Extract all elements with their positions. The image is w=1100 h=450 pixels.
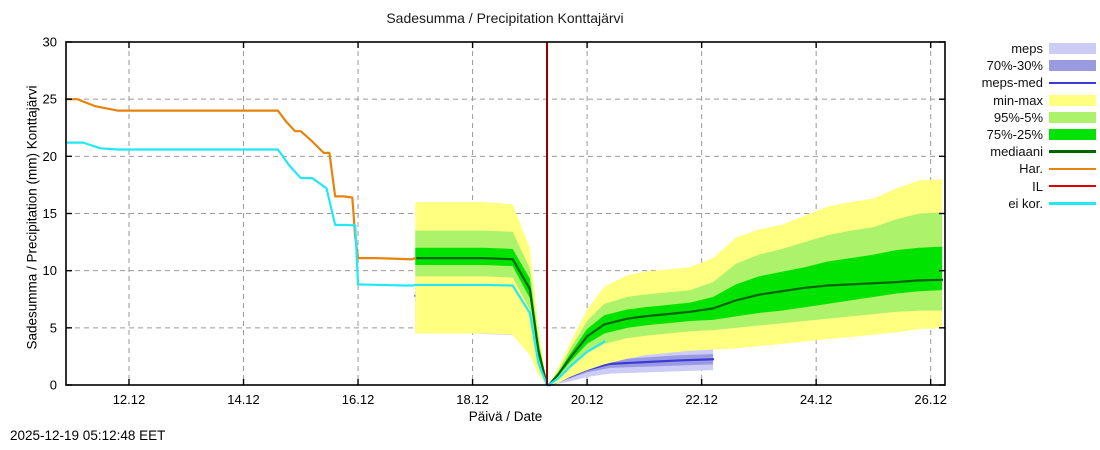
legend-item: meps-med: [960, 74, 1096, 91]
svg-text:14.12: 14.12: [227, 392, 260, 407]
svg-text:25: 25: [43, 92, 57, 107]
legend-item: IL: [960, 178, 1096, 195]
legend-item-label: Har.: [1019, 161, 1043, 177]
legend-item: Har.: [960, 160, 1096, 177]
svg-text:30: 30: [43, 35, 57, 50]
legend-item-label: 75%-25%: [986, 127, 1043, 143]
svg-text:24.12: 24.12: [800, 392, 833, 407]
legend-swatch-band: [1049, 59, 1096, 72]
legend-swatch-line: [1049, 180, 1096, 193]
legend-swatch-band: [1049, 128, 1096, 141]
legend-item-label: 70%-30%: [986, 58, 1043, 74]
legend-item-label: ei kor.: [1008, 195, 1043, 211]
timestamp-label: 2025-12-19 05:12:48 EET: [10, 428, 166, 443]
svg-text:0: 0: [50, 378, 57, 393]
x-axis-label: Päivä / Date: [468, 409, 543, 424]
legend-item: meps: [960, 40, 1096, 57]
svg-text:10: 10: [43, 263, 57, 278]
legend-item: ei kor.: [960, 195, 1096, 212]
svg-text:26.12: 26.12: [914, 392, 947, 407]
legend-swatch-line: [1049, 76, 1096, 89]
legend-swatch-band: [1049, 42, 1096, 55]
svg-text:12.12: 12.12: [113, 392, 146, 407]
legend-item-label: 95%-5%: [993, 109, 1043, 125]
plot-bands-and-lines: 0 5 10 15 20 25 30 12.12 14.12 16.12 18.12 20.12 22.…: [43, 35, 947, 408]
legend-item-label: min-max: [993, 92, 1043, 108]
legend-item: mediaani: [960, 143, 1096, 160]
legend-item-label: meps: [1011, 41, 1043, 57]
svg-text:16.12: 16.12: [342, 392, 375, 407]
legend-swatch-line: [1049, 162, 1096, 175]
legend-item: 70%-30%: [960, 57, 1096, 74]
svg-text:22.12: 22.12: [685, 392, 718, 407]
axis-frame-and-ticks: 0 5 10 15 20 25 30 12.12 14.12 16.12 18.12 20.12 22.…: [43, 35, 947, 408]
legend-item-label: meps-med: [981, 75, 1043, 91]
legend-item: 75%-25%: [960, 126, 1096, 143]
legend-item-label: IL: [1032, 178, 1043, 194]
data-series-group: [64, 98, 944, 387]
svg-text:20: 20: [43, 149, 57, 164]
chart-legend: meps 70%-30% meps-med min-max 95%-5% 75%-25% m…: [960, 40, 1096, 212]
legend-swatch-line: [1049, 145, 1096, 158]
svg-text:18.12: 18.12: [456, 392, 489, 407]
svg-text:15: 15: [43, 206, 57, 221]
legend-item-label: mediaani: [990, 144, 1043, 160]
legend-item: 95%-5%: [960, 109, 1096, 126]
svg-text:20.12: 20.12: [571, 392, 604, 407]
svg-text:5: 5: [50, 320, 57, 335]
legend-item: min-max: [960, 92, 1096, 109]
legend-swatch-band: [1049, 94, 1096, 107]
legend-swatch-band: [1049, 111, 1096, 124]
chart-title: Sadesumma / Precipitation Konttajärvi: [386, 10, 624, 26]
legend-swatch-line: [1049, 197, 1096, 210]
